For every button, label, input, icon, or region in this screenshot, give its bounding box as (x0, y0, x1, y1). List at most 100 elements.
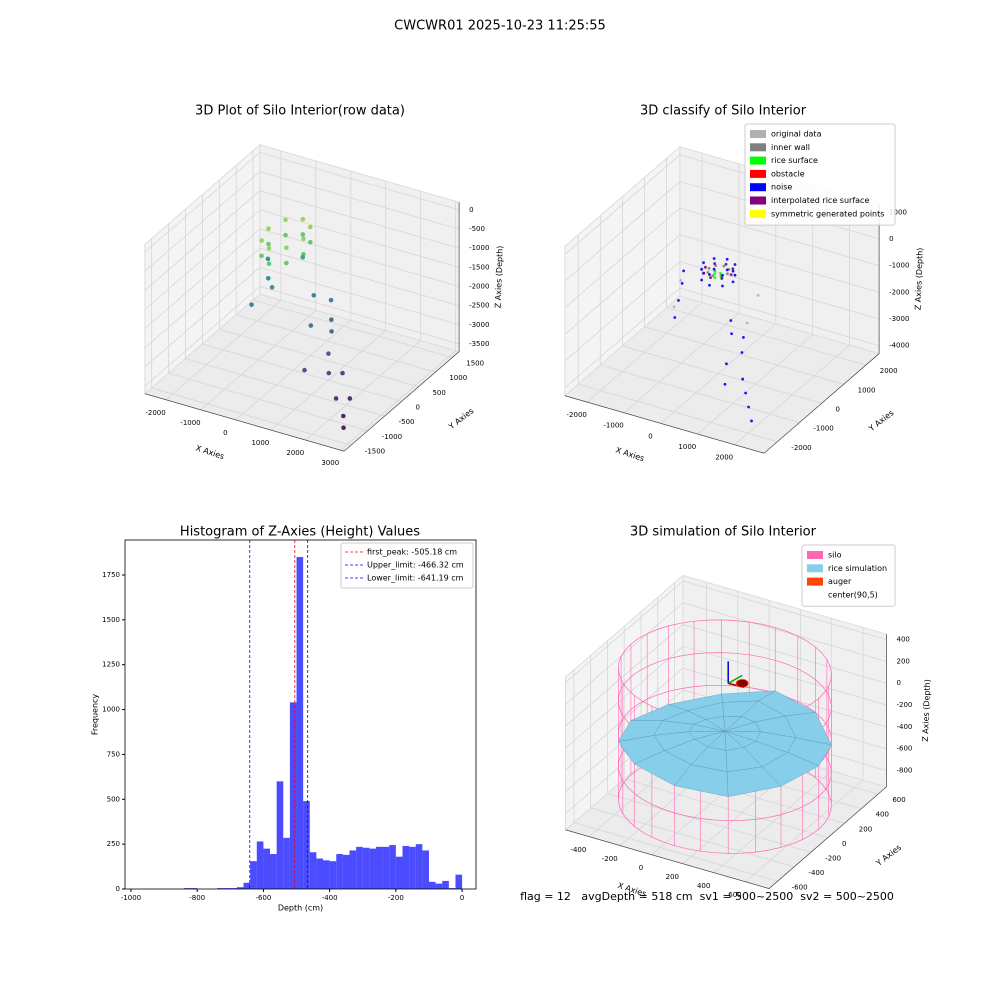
grid-line (623, 163, 740, 414)
z-tick-label: 1000 (889, 208, 907, 216)
z-tick-label: 200 (897, 657, 910, 665)
point (702, 271, 706, 275)
grid-line (622, 196, 822, 404)
point (347, 396, 353, 401)
legend-swatch (750, 183, 766, 192)
auger-axis (727, 674, 743, 685)
chart-title: 3D simulation of Silo Interior (630, 525, 817, 540)
grid-line (565, 602, 887, 705)
y-tick-label: 250 (107, 840, 120, 848)
point (700, 267, 704, 271)
x-tick-label: -800 (189, 894, 205, 902)
y-axis-label: Frequency (91, 694, 100, 736)
point (729, 319, 733, 322)
legend-box (340, 542, 474, 589)
z-axis-label: Z Axies (Depth) (921, 679, 932, 742)
axis-line (763, 353, 880, 454)
grid-line (305, 191, 422, 441)
grid-line (565, 645, 887, 749)
grid-line (218, 179, 419, 388)
grid-line (573, 669, 778, 882)
point (745, 321, 749, 325)
z-tick-label: 400 (897, 636, 910, 644)
status-footer: flag = 12 avgDepth = 518 cm sv1 = 500~25… (520, 890, 894, 903)
point (725, 268, 729, 272)
point (702, 261, 705, 265)
legend-label: Lower_limit: -641.19 cm (367, 574, 464, 583)
legend-label: first_peak: -505.18 cm (367, 548, 457, 557)
grid-line (235, 171, 352, 421)
axis-line (564, 395, 765, 454)
legend-swatch (750, 130, 766, 138)
y-tick-label: -200 (825, 854, 841, 862)
legend-label: interpolated rice surface (771, 196, 869, 205)
point (707, 266, 711, 270)
x-tick-label: -400 (570, 846, 586, 854)
point (712, 257, 716, 260)
grid-line (564, 234, 880, 335)
point (259, 253, 264, 259)
point (708, 283, 711, 287)
point (283, 217, 288, 223)
y-tick-label: 1000 (858, 386, 876, 394)
legend-box (744, 123, 896, 226)
point (713, 272, 717, 276)
x-tick-label: 1000 (678, 443, 696, 451)
point (708, 273, 711, 276)
point (744, 391, 748, 395)
point (742, 335, 745, 339)
point (756, 293, 760, 297)
x-axis-label: Depth (cm) (278, 904, 323, 913)
bar (455, 874, 463, 889)
point (673, 316, 677, 319)
point (341, 425, 346, 431)
point (679, 279, 683, 282)
bar (283, 837, 290, 889)
grid-line (144, 286, 460, 387)
bar (375, 846, 383, 889)
z-tick-label: -2000 (469, 283, 489, 291)
point (284, 245, 289, 251)
point (724, 262, 728, 266)
y-tick-label: 750 (107, 750, 120, 758)
axis-line (343, 351, 460, 452)
x-tick-label: -600 (255, 894, 271, 902)
bar (276, 781, 284, 889)
grid-line (270, 181, 387, 431)
bar (323, 860, 330, 889)
bar (270, 854, 277, 889)
y-tick-label: -400 (808, 869, 824, 877)
z-tick-label: -3000 (469, 321, 489, 329)
x-tick-label: 1000 (251, 439, 269, 447)
bar (422, 850, 429, 889)
y-tick-label: 1500 (466, 360, 484, 368)
z-axis-label: Z Axies (Depth) (913, 247, 924, 310)
bar (263, 848, 271, 889)
bar (329, 861, 337, 889)
x-tick-label: 2000 (715, 454, 733, 462)
z-axis-label: Z Axies (Depth) (493, 245, 504, 308)
point (329, 329, 334, 334)
bar (442, 880, 449, 889)
z-tick-label: -1000 (469, 244, 489, 252)
bar (395, 856, 403, 889)
z-tick-label: -1500 (469, 263, 489, 271)
x-tick-label: 2000 (286, 449, 304, 457)
grid-line (565, 580, 887, 683)
point (269, 284, 275, 290)
grid-line (565, 624, 887, 727)
point (340, 370, 345, 376)
legend-swatch (807, 590, 823, 599)
point (672, 305, 676, 309)
z-tick-label: 0 (897, 679, 901, 687)
z-tick-label: -600 (897, 745, 913, 753)
grid-line (564, 261, 880, 362)
legend-box (801, 544, 896, 607)
grid-line (144, 171, 460, 272)
grid-line (623, 626, 828, 839)
grid-line (734, 195, 850, 446)
point (709, 276, 712, 280)
bar (362, 847, 370, 889)
point (712, 267, 716, 271)
point (720, 276, 724, 280)
